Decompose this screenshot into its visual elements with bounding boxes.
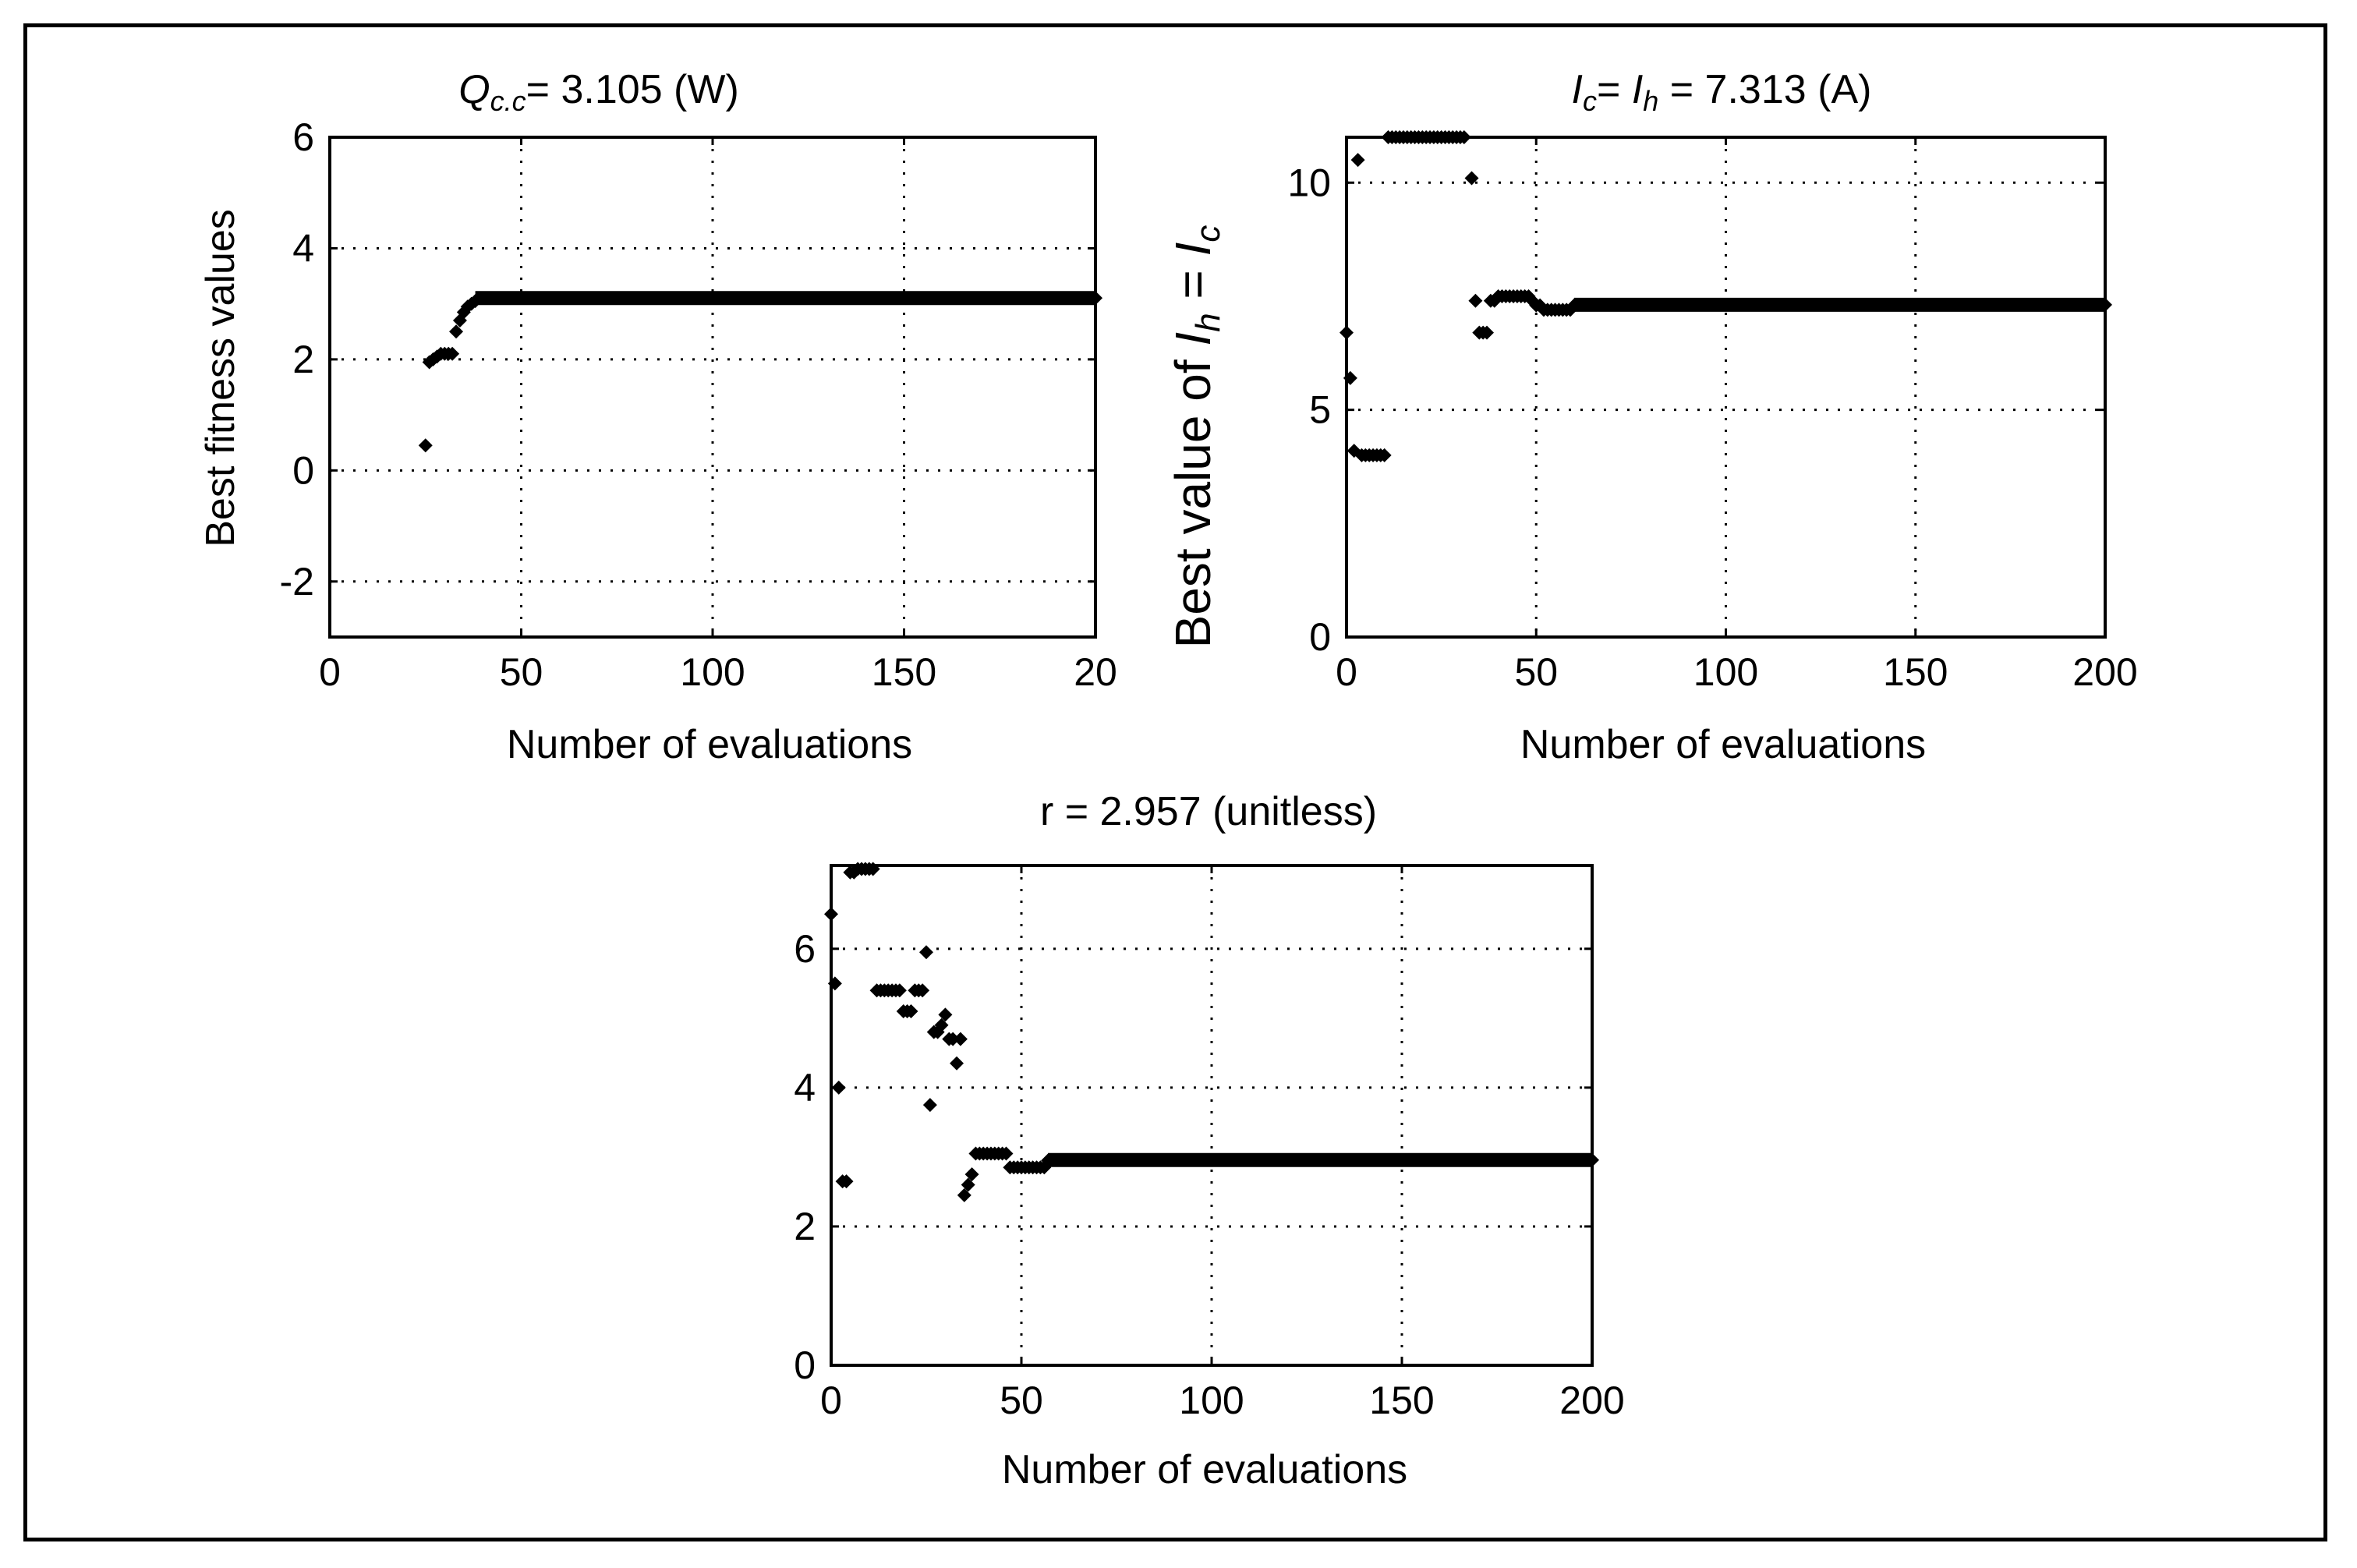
chart3-title: r = 2.957 (unitless) xyxy=(1040,789,1377,834)
chart2-point xyxy=(1464,171,1479,186)
chart2-xtick-label: 200 xyxy=(2072,650,2137,694)
chart3-xtick-label: 50 xyxy=(1000,1379,1043,1422)
chart2-point xyxy=(1343,370,1357,385)
chart3-ytick-label: 6 xyxy=(794,927,816,971)
chart1-point xyxy=(418,438,433,453)
chart3-point xyxy=(892,983,907,998)
chart1-point-end xyxy=(1088,291,1102,306)
chart3-point xyxy=(865,862,880,876)
chart3-point xyxy=(839,1174,854,1189)
chart3-point xyxy=(919,945,933,960)
chart2-xtick-label: 50 xyxy=(1514,650,1558,694)
chart3-plot-area xyxy=(830,864,1594,1367)
chart2-title: Ic= Ih = 7.313 (A) xyxy=(1572,67,1872,117)
chart3-point xyxy=(961,1177,975,1192)
chart1-xtick-label: 0 xyxy=(319,650,341,694)
chart3-point xyxy=(934,1018,949,1032)
chart2-point xyxy=(1340,325,1354,340)
chart3-point xyxy=(957,1188,971,1202)
chart2-xlabel: Number of evaluations xyxy=(1520,722,1926,767)
chart3-point xyxy=(915,983,930,998)
chart1-xtick-label: 50 xyxy=(500,650,543,694)
chart2-plot-area xyxy=(1345,136,2107,639)
chart3-point xyxy=(904,1003,918,1018)
chart3-point xyxy=(999,1146,1014,1161)
chart2-ytick-label: 0 xyxy=(1309,615,1331,659)
chart1-ylabel: Best fitness values xyxy=(198,209,243,547)
chart2-point xyxy=(1468,293,1483,308)
chart2-point-end xyxy=(2098,297,2112,312)
chart3-point xyxy=(922,1098,937,1113)
chart3-ytick-label: 0 xyxy=(794,1343,816,1387)
chart1-point xyxy=(445,346,460,361)
chart2-point xyxy=(1480,325,1495,340)
chart3-point xyxy=(964,1167,979,1182)
chart1-point xyxy=(449,324,464,339)
chart3-xtick-label: 100 xyxy=(1179,1379,1244,1422)
chart3-ytick-label: 4 xyxy=(794,1066,816,1110)
chart3-xtick-label: 200 xyxy=(1559,1379,1624,1422)
chart1-title: Qc.c= 3.105 (W) xyxy=(458,67,739,117)
chart3-point-end xyxy=(1585,1152,1599,1167)
chart3-point xyxy=(953,1032,968,1046)
chart1-xtick-label: 20 xyxy=(1074,650,1117,694)
chart2-ytick-label: 10 xyxy=(1287,161,1331,204)
chart1-ytick-label: 6 xyxy=(292,115,314,159)
chart1-ytick-label: 2 xyxy=(292,338,314,381)
chart3-xlabel: Number of evaluations xyxy=(1002,1447,1407,1492)
chart3-point xyxy=(824,907,838,922)
chart1-plot-area xyxy=(328,136,1097,639)
chart2-xtick-label: 0 xyxy=(1336,650,1357,694)
chart2-point xyxy=(1377,448,1392,462)
chart1-ytick-label: 4 xyxy=(292,226,314,270)
chart2-point xyxy=(1456,130,1471,144)
chart3-point xyxy=(827,976,842,991)
chart1-ytick-label: -2 xyxy=(280,560,314,603)
chart3-point xyxy=(946,1032,961,1046)
chart3-point xyxy=(831,1080,846,1095)
chart3-xtick-label: 150 xyxy=(1369,1379,1434,1422)
chart1-xlabel: Number of evaluations xyxy=(507,722,912,767)
chart2-xtick-label: 150 xyxy=(1883,650,1948,694)
chart1-xtick-label: 100 xyxy=(680,650,745,694)
chart3-point xyxy=(950,1056,964,1071)
chart3-point xyxy=(938,1007,953,1022)
chart2-ytick-label: 5 xyxy=(1309,388,1331,432)
chart3-xtick-label: 0 xyxy=(820,1379,842,1422)
chart1-ytick-label: 0 xyxy=(292,448,314,492)
chart2-point xyxy=(1350,153,1365,168)
chart2-ylabel: Best value of Ih = Ic xyxy=(1165,225,1227,649)
chart3-ytick-label: 2 xyxy=(794,1205,816,1248)
chart1-xtick-label: 150 xyxy=(872,650,936,694)
chart2-xtick-label: 100 xyxy=(1693,650,1758,694)
